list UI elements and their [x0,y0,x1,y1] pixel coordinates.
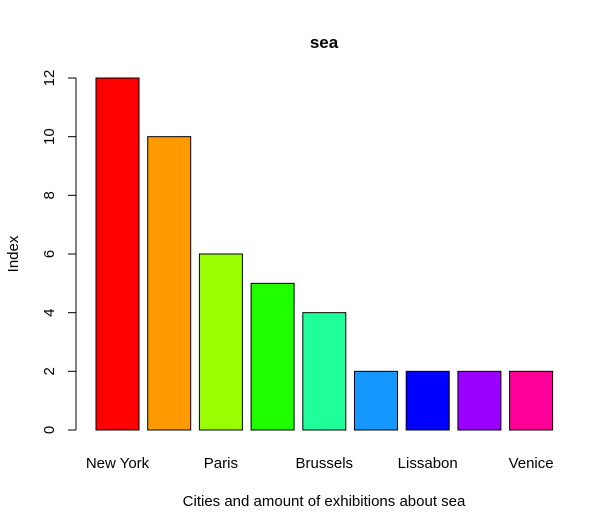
x-tick-labels: New York Paris Brussels Lissabon Venice [86,455,554,472]
x-tick-label: New York [86,455,150,472]
y-tick-label: 6 [41,250,58,258]
bar [250,282,295,431]
bar [509,370,554,431]
y-tick-label: 4 [41,308,58,316]
bar [354,370,398,431]
x-tick-label: Paris [204,455,238,472]
bar [198,253,243,431]
bar [457,370,502,431]
y-tick-label: 8 [41,191,58,199]
x-tick-label: Venice [509,455,554,472]
y-tick-label: 12 [41,70,58,87]
y-tick-label: 2 [41,367,58,375]
bar [302,312,347,431]
y-axis-label: Index [5,235,22,272]
bar [147,136,192,431]
y-axis: 0 2 4 6 8 10 12 [41,70,77,434]
x-tick-label: Lissabon [398,455,458,472]
bar [405,370,450,431]
x-tick-label: Brussels [296,455,354,472]
bars-group [95,77,554,431]
chart-title: sea [310,33,339,52]
x-axis-label: Cities and amount of exhibitions about s… [183,493,466,510]
bar [95,77,140,431]
y-tick-label: 10 [41,128,58,145]
y-tick-label: 0 [41,426,58,434]
